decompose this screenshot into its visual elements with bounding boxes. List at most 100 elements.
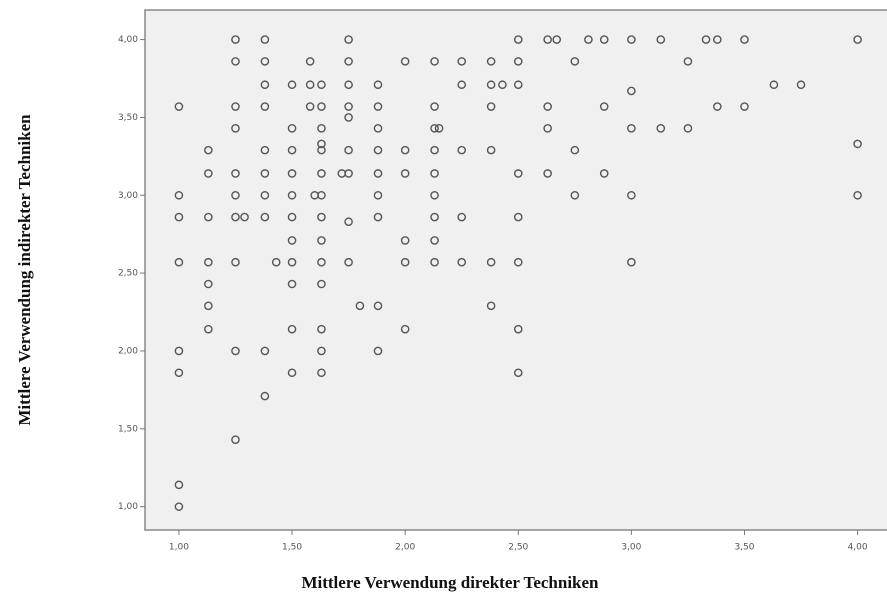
x-tick-label: 2,50 — [508, 543, 528, 553]
point — [344, 145, 353, 155]
point — [231, 190, 240, 200]
point — [174, 102, 184, 111]
point — [853, 190, 862, 200]
point — [769, 80, 779, 90]
point — [570, 57, 580, 66]
point — [260, 57, 270, 66]
point — [430, 124, 439, 133]
point — [260, 80, 270, 90]
point — [373, 145, 383, 155]
point — [231, 124, 240, 133]
point — [231, 35, 240, 44]
point — [287, 124, 297, 133]
point — [513, 368, 523, 378]
point — [344, 217, 353, 227]
point — [457, 257, 467, 267]
point — [457, 145, 467, 155]
point — [570, 145, 580, 155]
point — [287, 368, 297, 378]
point — [204, 324, 213, 334]
x-tick-label: 2,00 — [395, 543, 415, 553]
point — [305, 80, 315, 90]
point — [570, 190, 580, 200]
y-tick-label: 3,00 — [118, 191, 138, 201]
point — [373, 212, 383, 222]
plot-area — [144, 9, 887, 531]
point — [627, 86, 636, 96]
y-tick-label: 1,50 — [118, 424, 138, 434]
point — [204, 145, 213, 155]
point — [317, 139, 326, 149]
point — [701, 35, 711, 44]
point — [513, 212, 523, 222]
point — [260, 391, 270, 401]
point — [344, 57, 353, 66]
point — [430, 257, 439, 267]
point — [344, 80, 353, 90]
x-tick-label: 1,50 — [282, 543, 302, 553]
point — [317, 169, 326, 178]
point — [486, 301, 496, 311]
point — [287, 324, 297, 334]
point — [204, 169, 213, 178]
point — [430, 190, 439, 200]
point — [287, 236, 297, 245]
point — [260, 346, 270, 356]
point — [231, 346, 240, 356]
point — [287, 145, 297, 155]
point — [317, 145, 326, 155]
point — [713, 102, 722, 111]
point — [204, 279, 213, 289]
point — [486, 80, 496, 90]
point — [317, 257, 326, 267]
point — [174, 257, 184, 267]
point — [543, 35, 552, 44]
point — [271, 257, 281, 267]
point — [627, 190, 636, 200]
point — [599, 102, 609, 111]
point — [305, 57, 315, 66]
point — [400, 145, 410, 155]
point — [305, 102, 315, 111]
point — [486, 145, 496, 155]
point — [317, 324, 326, 334]
point — [683, 124, 693, 133]
y-tick-label: 1,00 — [118, 502, 138, 512]
y-tick-label: 2,00 — [118, 346, 138, 356]
point — [344, 257, 353, 267]
point — [599, 169, 609, 178]
point — [174, 480, 184, 490]
point — [543, 124, 552, 133]
y-tick-label: 3,50 — [118, 113, 138, 123]
point — [498, 80, 507, 90]
point — [543, 169, 552, 178]
point — [457, 80, 467, 90]
point — [174, 346, 184, 356]
y-tick-label: 2,50 — [118, 269, 138, 279]
point — [174, 502, 184, 511]
point — [174, 212, 184, 222]
y-tick-label: 4,00 — [118, 35, 138, 45]
point — [373, 169, 383, 178]
point — [400, 57, 410, 66]
point — [260, 102, 270, 111]
point — [486, 102, 496, 111]
x-tick-label: 3,50 — [734, 543, 754, 553]
point — [513, 324, 523, 334]
point — [400, 236, 410, 245]
point — [457, 57, 467, 66]
point — [552, 35, 562, 44]
point — [231, 212, 240, 222]
point — [317, 279, 326, 289]
point — [317, 212, 326, 222]
point — [740, 102, 749, 111]
point — [656, 124, 666, 133]
point — [656, 35, 666, 44]
point — [174, 368, 184, 378]
point — [373, 124, 383, 133]
point — [317, 102, 326, 111]
point — [627, 124, 636, 133]
point — [486, 257, 496, 267]
point — [231, 57, 240, 66]
point — [344, 169, 353, 178]
